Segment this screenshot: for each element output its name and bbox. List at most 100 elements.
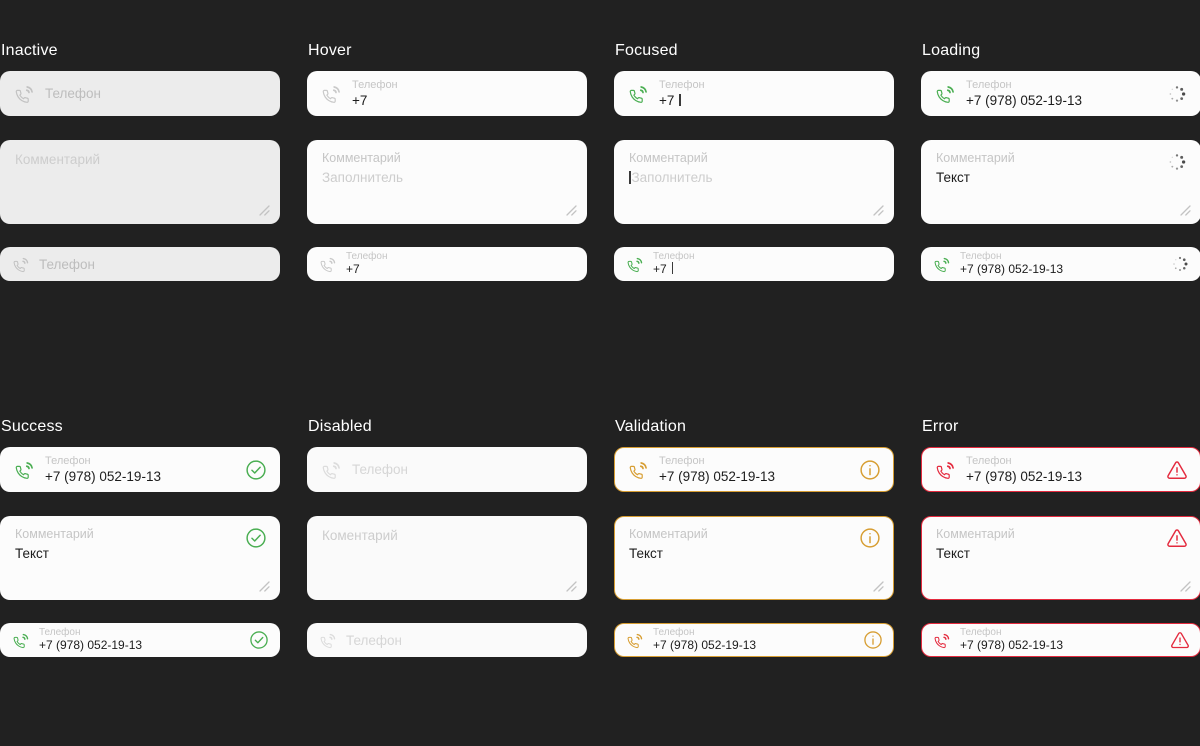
warning-triangle-icon <box>1166 527 1188 549</box>
field-label: Телефон <box>653 251 695 262</box>
resize-handle-icon[interactable] <box>258 580 270 592</box>
phone-field-small[interactable]: Телефон <box>0 247 280 281</box>
phone-field[interactable]: Телефон +7 (978) 052-19-13 <box>921 71 1200 116</box>
field-placeholder: Комментарий <box>15 152 101 167</box>
warning-triangle-icon <box>1166 459 1188 481</box>
resize-handle-icon[interactable] <box>1179 204 1191 216</box>
section-title: Error <box>922 418 959 435</box>
state-section-success: Success Телефон +7 (978) 052-19-13 Комме… <box>0 406 280 746</box>
phone-icon <box>627 256 644 273</box>
phone-icon <box>629 460 649 480</box>
section-title: Focused <box>615 42 678 59</box>
info-circle-icon <box>859 527 881 549</box>
field-label: Комментарий <box>629 527 708 541</box>
field-label: Телефон <box>966 78 1012 91</box>
field-value: Текст <box>629 546 663 561</box>
phone-icon <box>934 256 951 273</box>
phone-field[interactable]: Телефон +7 <box>614 71 894 116</box>
spinner-icon <box>1166 151 1188 173</box>
field-label: Телефон <box>352 78 398 91</box>
field-label: Телефон <box>45 454 91 467</box>
phone-icon <box>934 632 951 649</box>
comment-field[interactable]: Комментарий Текст <box>921 516 1200 600</box>
info-circle-icon <box>859 459 881 481</box>
phone-field-small[interactable]: Телефон +7 <box>614 247 894 281</box>
field-label: Комментарий <box>15 527 94 541</box>
phone-icon <box>13 632 30 649</box>
check-circle-icon <box>245 527 267 549</box>
field-value: Текст <box>936 170 970 185</box>
phone-icon <box>13 256 30 273</box>
resize-handle-icon[interactable] <box>565 204 577 216</box>
field-value: +7 (978) 052-19-13 <box>966 92 1082 108</box>
state-section-disabled: Disabled Телефон Коментарий Телефон <box>307 406 587 746</box>
field-value: +7 (978) 052-19-13 <box>960 262 1064 276</box>
phone-icon <box>936 460 956 480</box>
section-title: Success <box>1 418 63 435</box>
section-title: Hover <box>308 42 352 59</box>
field-placeholder: Телефон <box>352 462 409 477</box>
check-circle-icon <box>249 630 269 650</box>
resize-handle-icon[interactable] <box>258 204 270 216</box>
field-value: +7 <box>653 262 694 277</box>
phone-field-small: Телефон <box>307 623 587 657</box>
comment-field: Коментарий <box>307 516 587 600</box>
field-value: +7 <box>352 92 368 108</box>
field-value: +7 (978) 052-19-13 <box>653 638 757 652</box>
field-label: Телефон <box>659 78 705 91</box>
resize-handle-icon[interactable] <box>1179 580 1191 592</box>
state-section-hover: Hover Телефон +7 Комментарий Заполнитель… <box>307 30 587 370</box>
field-value: +7 (978) 052-19-13 <box>966 468 1082 484</box>
comment-field[interactable]: Комментарий <box>0 140 280 224</box>
spinner-icon <box>1166 83 1188 105</box>
phone-field[interactable]: Телефон +7 (978) 052-19-13 <box>614 447 894 492</box>
comment-field[interactable]: Комментарий Заполнитель <box>307 140 587 224</box>
phone-icon <box>322 460 342 480</box>
phone-field-small[interactable]: Телефон +7 (978) 052-19-13 <box>921 623 1200 657</box>
field-placeholder: Телефон <box>39 256 96 272</box>
phone-icon <box>15 460 35 480</box>
field-label: Комментарий <box>936 151 1015 165</box>
check-circle-icon <box>245 459 267 481</box>
text-cursor <box>671 262 674 274</box>
field-placeholder: Заполнитель <box>629 169 879 186</box>
text-cursor <box>629 171 631 184</box>
text-cursor <box>679 93 681 106</box>
field-value: +7 (978) 052-19-13 <box>45 468 161 484</box>
comment-field[interactable]: Комментарий Заполнитель <box>614 140 894 224</box>
field-label: Телефон <box>960 251 1002 262</box>
field-value: +7 <box>346 262 360 276</box>
phone-field-small[interactable]: Телефон +7 (978) 052-19-13 <box>921 247 1200 281</box>
phone-field-small[interactable]: Телефон +7 (978) 052-19-13 <box>614 623 894 657</box>
field-value: +7 (978) 052-19-13 <box>39 638 143 652</box>
phone-field[interactable]: Телефон +7 (978) 052-19-13 <box>0 447 280 492</box>
field-value: +7 (978) 052-19-13 <box>659 468 775 484</box>
phone-icon <box>320 632 337 649</box>
field-value: Текст <box>936 546 970 561</box>
phone-field-small[interactable]: Телефон +7 (978) 052-19-13 <box>0 623 280 657</box>
field-value: Текст <box>15 546 49 561</box>
field-label: Телефон <box>653 627 695 638</box>
phone-icon <box>629 84 649 104</box>
resize-handle-icon[interactable] <box>872 204 884 216</box>
warning-triangle-icon <box>1170 630 1190 650</box>
phone-field-small[interactable]: Телефон +7 <box>307 247 587 281</box>
section-title: Inactive <box>1 42 58 59</box>
section-title: Validation <box>615 418 687 435</box>
phone-icon <box>15 84 35 104</box>
field-label: Телефон <box>39 627 81 638</box>
comment-field[interactable]: Комментарий Текст <box>0 516 280 600</box>
state-section-loading: Loading Телефон +7 (978) 052-19-13 Комме… <box>921 30 1200 370</box>
field-label: Телефон <box>960 627 1002 638</box>
phone-field[interactable]: Телефон +7 <box>307 71 587 116</box>
phone-field[interactable]: Телефон +7 (978) 052-19-13 <box>921 447 1200 492</box>
phone-field[interactable]: Телефон <box>0 71 280 116</box>
resize-handle-icon[interactable] <box>872 580 884 592</box>
state-section-inactive: Inactive Телефон Комментарий Телефон <box>0 30 280 370</box>
phone-field: Телефон <box>307 447 587 492</box>
state-section-validation: Validation Телефон +7 (978) 052-19-13 Ко… <box>614 406 894 746</box>
comment-field[interactable]: Комментарий Текст <box>614 516 894 600</box>
phone-icon <box>936 84 956 104</box>
comment-field[interactable]: Комментарий Текст <box>921 140 1200 224</box>
field-label: Комментарий <box>936 527 1015 541</box>
